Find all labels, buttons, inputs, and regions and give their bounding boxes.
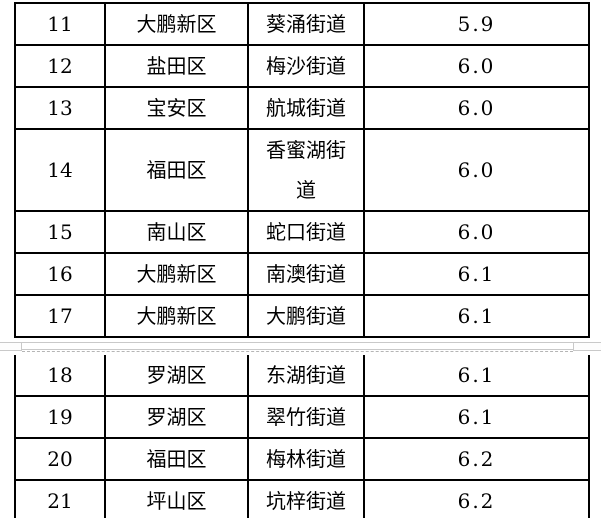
table-row: 19 罗湖区 翠竹街道 6.1 (14, 395, 590, 439)
table-row: 20 福田区 梅林街道 6.2 (14, 437, 590, 481)
page-bottom-edge-line (0, 342, 601, 343)
cell-district: 南山区 (104, 210, 249, 254)
cell-district: 大鹏新区 (104, 252, 249, 296)
page-top-edge-line (0, 349, 601, 350)
table-continuation-dashed-line (22, 351, 573, 352)
cell-value: 6.1 (363, 395, 590, 439)
cell-value: 6.0 (363, 44, 590, 88)
cell-street: 葵涌街道 (247, 2, 365, 46)
table-row: 12 盐田区 梅沙街道 6.0 (14, 44, 590, 88)
cell-rank: 14 (14, 128, 106, 212)
cell-street: 香蜜湖街道 (247, 128, 365, 212)
cell-street: 梅林街道 (247, 437, 365, 481)
cell-district: 坪山区 (104, 479, 249, 518)
cell-value: 6.1 (363, 355, 590, 397)
cell-value: 5.9 (363, 2, 590, 46)
table-body-page2: 18 罗湖区 东湖街道 6.1 19 罗湖区 翠竹街道 6.1 20 福田区 梅林街道 6.2 21 坪山… (14, 355, 590, 518)
cell-rank: 18 (14, 355, 106, 397)
cell-district: 宝安区 (104, 86, 249, 130)
table-row: 18 罗湖区 东湖街道 6.1 (14, 355, 590, 397)
cell-street: 南澳街道 (247, 252, 365, 296)
cell-district: 福田区 (104, 128, 249, 212)
page-break (0, 338, 601, 355)
cell-value: 6.0 (363, 210, 590, 254)
page-corner-left (0, 342, 22, 351)
cell-rank: 20 (14, 437, 106, 481)
cell-district: 福田区 (104, 437, 249, 481)
cell-street: 梅沙街道 (247, 44, 365, 88)
cell-street: 翠竹街道 (247, 395, 365, 439)
cell-street: 航城街道 (247, 86, 365, 130)
cell-value: 6.0 (363, 128, 590, 212)
cell-street: 大鹏街道 (247, 294, 365, 338)
table-row: 11 大鹏新区 葵涌街道 5.9 (14, 2, 590, 46)
cell-district: 大鹏新区 (104, 294, 249, 338)
cell-street: 坑梓街道 (247, 479, 365, 518)
cell-rank: 15 (14, 210, 106, 254)
cell-rank: 19 (14, 395, 106, 439)
page-corner-right (573, 342, 601, 351)
cell-value: 6.2 (363, 479, 590, 518)
cell-rank: 12 (14, 44, 106, 88)
cell-rank: 11 (14, 2, 106, 46)
table-row: 16 大鹏新区 南澳街道 6.1 (14, 252, 590, 296)
cell-district: 大鹏新区 (104, 2, 249, 46)
table-body-page1: 11 大鹏新区 葵涌街道 5.9 12 盐田区 梅沙街道 6.0 13 宝安区 航城街道 6.0 14 福… (14, 2, 590, 338)
table-row: 15 南山区 蛇口街道 6.0 (14, 210, 590, 254)
ranking-table-page2: 18 罗湖区 东湖街道 6.1 19 罗湖区 翠竹街道 6.1 20 福田区 梅林街道 6.2 21 坪山… (14, 355, 590, 518)
cell-value: 6.0 (363, 86, 590, 130)
cell-rank: 13 (14, 86, 106, 130)
cell-district: 罗湖区 (104, 395, 249, 439)
cell-street: 东湖街道 (247, 355, 365, 397)
cell-value: 6.1 (363, 294, 590, 338)
cell-rank: 16 (14, 252, 106, 296)
table-row: 21 坪山区 坑梓街道 6.2 (14, 479, 590, 518)
table-row: 14 福田区 香蜜湖街道 6.0 (14, 128, 590, 212)
table-row: 17 大鹏新区 大鹏街道 6.1 (14, 294, 590, 338)
cell-district: 罗湖区 (104, 355, 249, 397)
cell-rank: 21 (14, 479, 106, 518)
ranking-table-page1: 11 大鹏新区 葵涌街道 5.9 12 盐田区 梅沙街道 6.0 13 宝安区 航城街道 6.0 14 福… (14, 2, 590, 338)
cell-rank: 17 (14, 294, 106, 338)
cell-street: 蛇口街道 (247, 210, 365, 254)
cell-value: 6.1 (363, 252, 590, 296)
cell-district: 盐田区 (104, 44, 249, 88)
cell-value: 6.2 (363, 437, 590, 481)
table-row: 13 宝安区 航城街道 6.0 (14, 86, 590, 130)
